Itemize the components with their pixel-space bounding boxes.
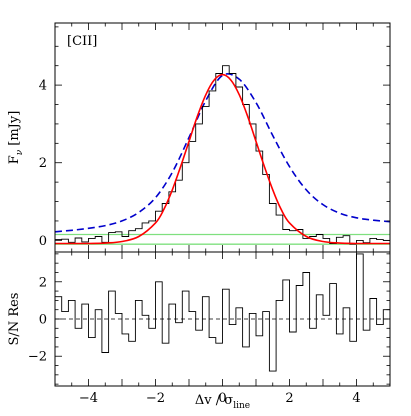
x-tick-label: 4 <box>352 391 360 406</box>
bottom-panel: −2 0 2 −4 −2 0 2 4 S/N Res Δv / σline <box>7 251 391 411</box>
top-y-axis-label-main: F <box>7 155 22 164</box>
bottom-plot-area <box>55 253 390 372</box>
bottom-y-tick-label: 0 <box>39 313 47 328</box>
bottom-y-axis-label: S/N Res <box>7 293 22 346</box>
top-panel: 0 2 4 [CII] Fν [mJy] <box>7 22 391 253</box>
residual-histogram <box>55 253 390 372</box>
bottom-y-tick-label: −2 <box>28 350 47 365</box>
x-axis-label: Δv / σline <box>195 393 250 411</box>
top-plot-area <box>55 65 390 245</box>
x-tick-label: 0 <box>218 391 226 406</box>
top-ticks: 0 2 4 <box>39 23 391 252</box>
top-y-tick-label: 2 <box>39 156 47 171</box>
line-annotation: [CII] <box>67 34 97 49</box>
model-dashed-line <box>55 73 390 233</box>
spectrum-histogram <box>55 65 390 245</box>
bottom-y-tick-label: 2 <box>39 275 47 290</box>
top-y-axis-label-sub: ν <box>15 149 25 155</box>
top-y-axis-label: Fν [mJy] <box>7 111 25 165</box>
top-y-tick-label: 4 <box>39 79 47 94</box>
top-y-axis-label-unit: [mJy] <box>7 111 22 146</box>
x-tick-label: −4 <box>79 391 98 406</box>
top-panel-frame <box>54 22 391 253</box>
x-axis-label-main: Δv / σ <box>195 393 233 408</box>
top-y-tick-label: 0 <box>39 234 47 249</box>
x-tick-label: −2 <box>146 391 165 406</box>
bottom-ticks: −2 0 2 −4 −2 0 2 4 <box>28 252 391 406</box>
x-tick-label: 2 <box>285 391 293 406</box>
gaussian-fit-line <box>55 73 390 245</box>
x-axis-label-sub: line <box>233 401 250 411</box>
